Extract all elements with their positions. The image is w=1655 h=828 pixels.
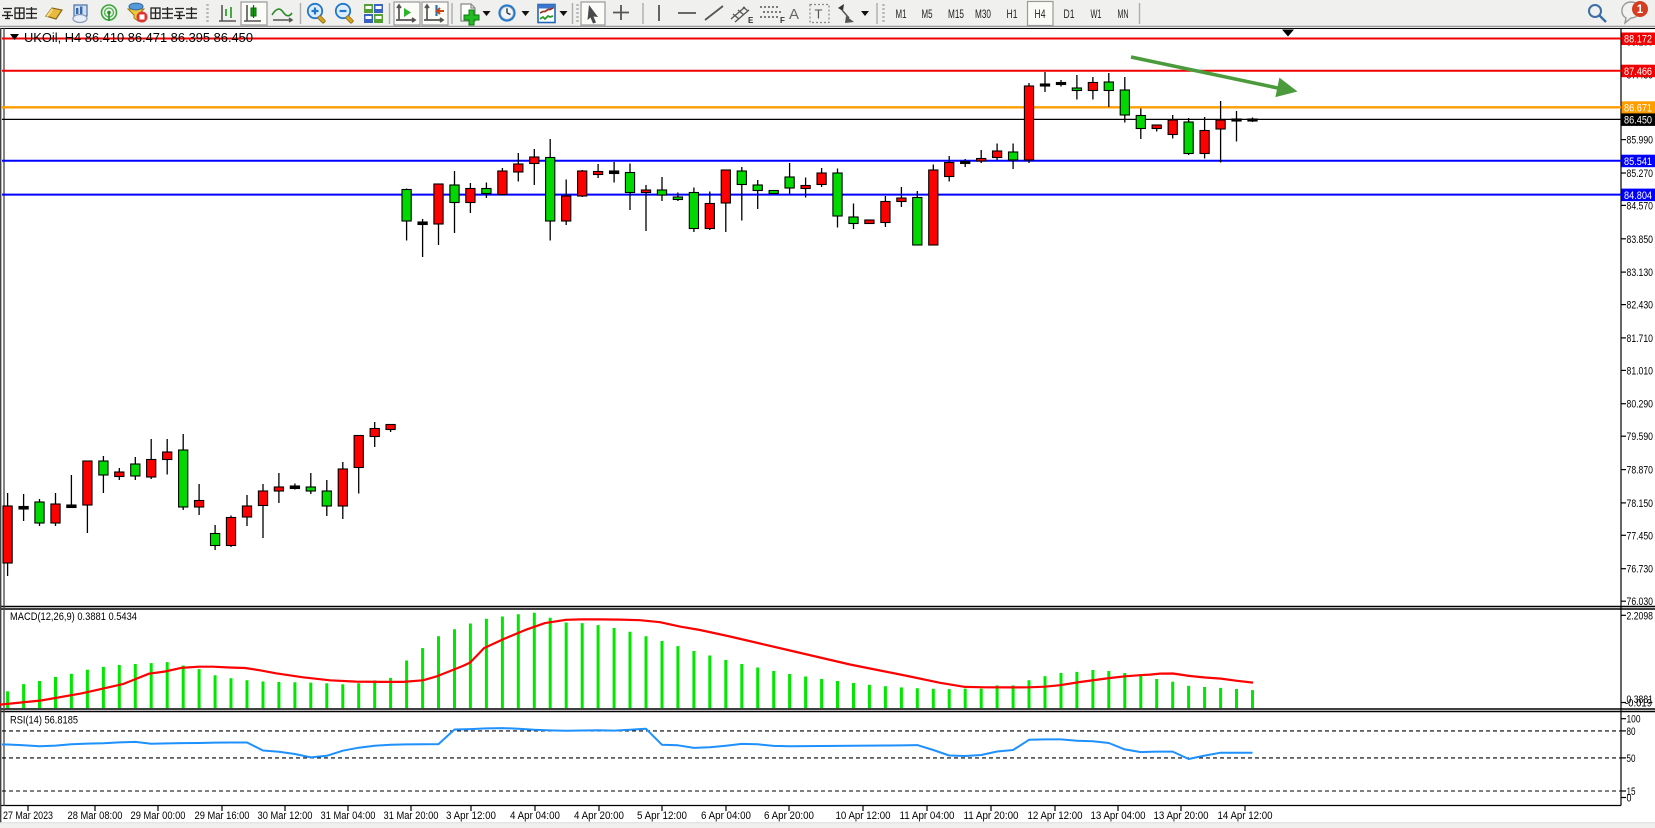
svg-text:77.450: 77.450: [1627, 530, 1654, 542]
svg-text:11 Apr 04:00: 11 Apr 04:00: [900, 810, 955, 822]
svg-text:H1: H1: [1007, 7, 1018, 21]
svg-text:86.450: 86.450: [1624, 115, 1652, 127]
svg-text:10 Apr 12:00: 10 Apr 12:00: [836, 810, 891, 822]
svg-text:13 Apr 04:00: 13 Apr 04:00: [1091, 810, 1146, 822]
svg-text:13 Apr 20:00: 13 Apr 20:00: [1154, 810, 1209, 822]
svg-text:15: 15: [1627, 786, 1636, 798]
svg-text:14 Apr 12:00: 14 Apr 12:00: [1218, 810, 1273, 822]
svg-text:79.590: 79.590: [1627, 431, 1654, 443]
svg-text:F: F: [780, 16, 785, 25]
svg-text:83.130: 83.130: [1627, 267, 1654, 279]
svg-text:1: 1: [1637, 4, 1644, 16]
svg-text:6 Apr 04:00: 6 Apr 04:00: [701, 810, 751, 822]
svg-text:76.030: 76.030: [1627, 596, 1654, 608]
svg-text:28 Mar 08:00: 28 Mar 08:00: [68, 810, 123, 822]
svg-text:87.466: 87.466: [1624, 66, 1652, 78]
svg-text:85.270: 85.270: [1627, 168, 1654, 180]
svg-text:86.671: 86.671: [1624, 103, 1652, 115]
svg-text:RSI(14) 56.8185: RSI(14) 56.8185: [10, 715, 78, 727]
svg-text:W1: W1: [1091, 7, 1102, 21]
svg-text:27 Mar 2023: 27 Mar 2023: [3, 810, 53, 822]
svg-text:78.870: 78.870: [1627, 465, 1654, 477]
svg-text:85.541: 85.541: [1624, 156, 1652, 168]
svg-text:0.3881: 0.3881: [1627, 694, 1654, 706]
svg-text:4 Apr 04:00: 4 Apr 04:00: [510, 810, 560, 822]
svg-text:85.990: 85.990: [1627, 135, 1654, 147]
svg-text:M5: M5: [922, 7, 933, 21]
svg-text:80: 80: [1627, 726, 1636, 738]
svg-text:MACD(12,26,9) 0.3881 0.5434: MACD(12,26,9) 0.3881 0.5434: [10, 611, 137, 623]
svg-text:11 Apr 20:00: 11 Apr 20:00: [964, 810, 1019, 822]
svg-text:M30: M30: [975, 7, 991, 21]
svg-text:0: 0: [1627, 793, 1632, 805]
svg-text:MN: MN: [1118, 7, 1129, 21]
svg-text:76.730: 76.730: [1627, 564, 1654, 576]
svg-text:31 Mar 04:00: 31 Mar 04:00: [321, 810, 376, 822]
svg-text:UKOil, H4 86.410 86.471 86.39: UKOil, H4 86.410 86.471 86.395 86.450: [24, 31, 253, 45]
svg-text:78.150: 78.150: [1627, 498, 1654, 510]
svg-text:M1: M1: [896, 7, 907, 21]
svg-text:50: 50: [1627, 753, 1636, 765]
svg-text:5 Apr 12:00: 5 Apr 12:00: [637, 810, 687, 822]
svg-text:81.710: 81.710: [1627, 333, 1654, 345]
svg-text:84.570: 84.570: [1627, 200, 1654, 212]
svg-text:29 Mar 00:00: 29 Mar 00:00: [131, 810, 186, 822]
svg-text:2.2098: 2.2098: [1627, 610, 1654, 622]
svg-text:100: 100: [1627, 714, 1641, 726]
svg-text:31 Mar 20:00: 31 Mar 20:00: [384, 810, 439, 822]
svg-text:84.804: 84.804: [1624, 190, 1652, 202]
svg-text:88.172: 88.172: [1624, 34, 1652, 46]
svg-text:12 Apr 12:00: 12 Apr 12:00: [1028, 810, 1083, 822]
svg-text:H4: H4: [1035, 7, 1046, 21]
svg-text:30 Mar 12:00: 30 Mar 12:00: [258, 810, 313, 822]
svg-text:81.010: 81.010: [1627, 365, 1654, 377]
svg-text:4 Apr 20:00: 4 Apr 20:00: [574, 810, 624, 822]
svg-text:A: A: [789, 6, 799, 23]
svg-text:83.850: 83.850: [1627, 234, 1654, 246]
svg-text:D1: D1: [1064, 7, 1075, 21]
svg-text:-0.019: -0.019: [1625, 698, 1652, 710]
svg-text:29 Mar 16:00: 29 Mar 16:00: [195, 810, 250, 822]
svg-text:3 Apr 12:00: 3 Apr 12:00: [446, 810, 496, 822]
svg-text:T: T: [815, 7, 823, 22]
svg-text:82.430: 82.430: [1627, 300, 1654, 312]
svg-text:6 Apr 20:00: 6 Apr 20:00: [764, 810, 814, 822]
svg-text:E: E: [748, 16, 754, 25]
svg-text:M15: M15: [948, 7, 964, 21]
svg-text:80.290: 80.290: [1627, 399, 1654, 411]
